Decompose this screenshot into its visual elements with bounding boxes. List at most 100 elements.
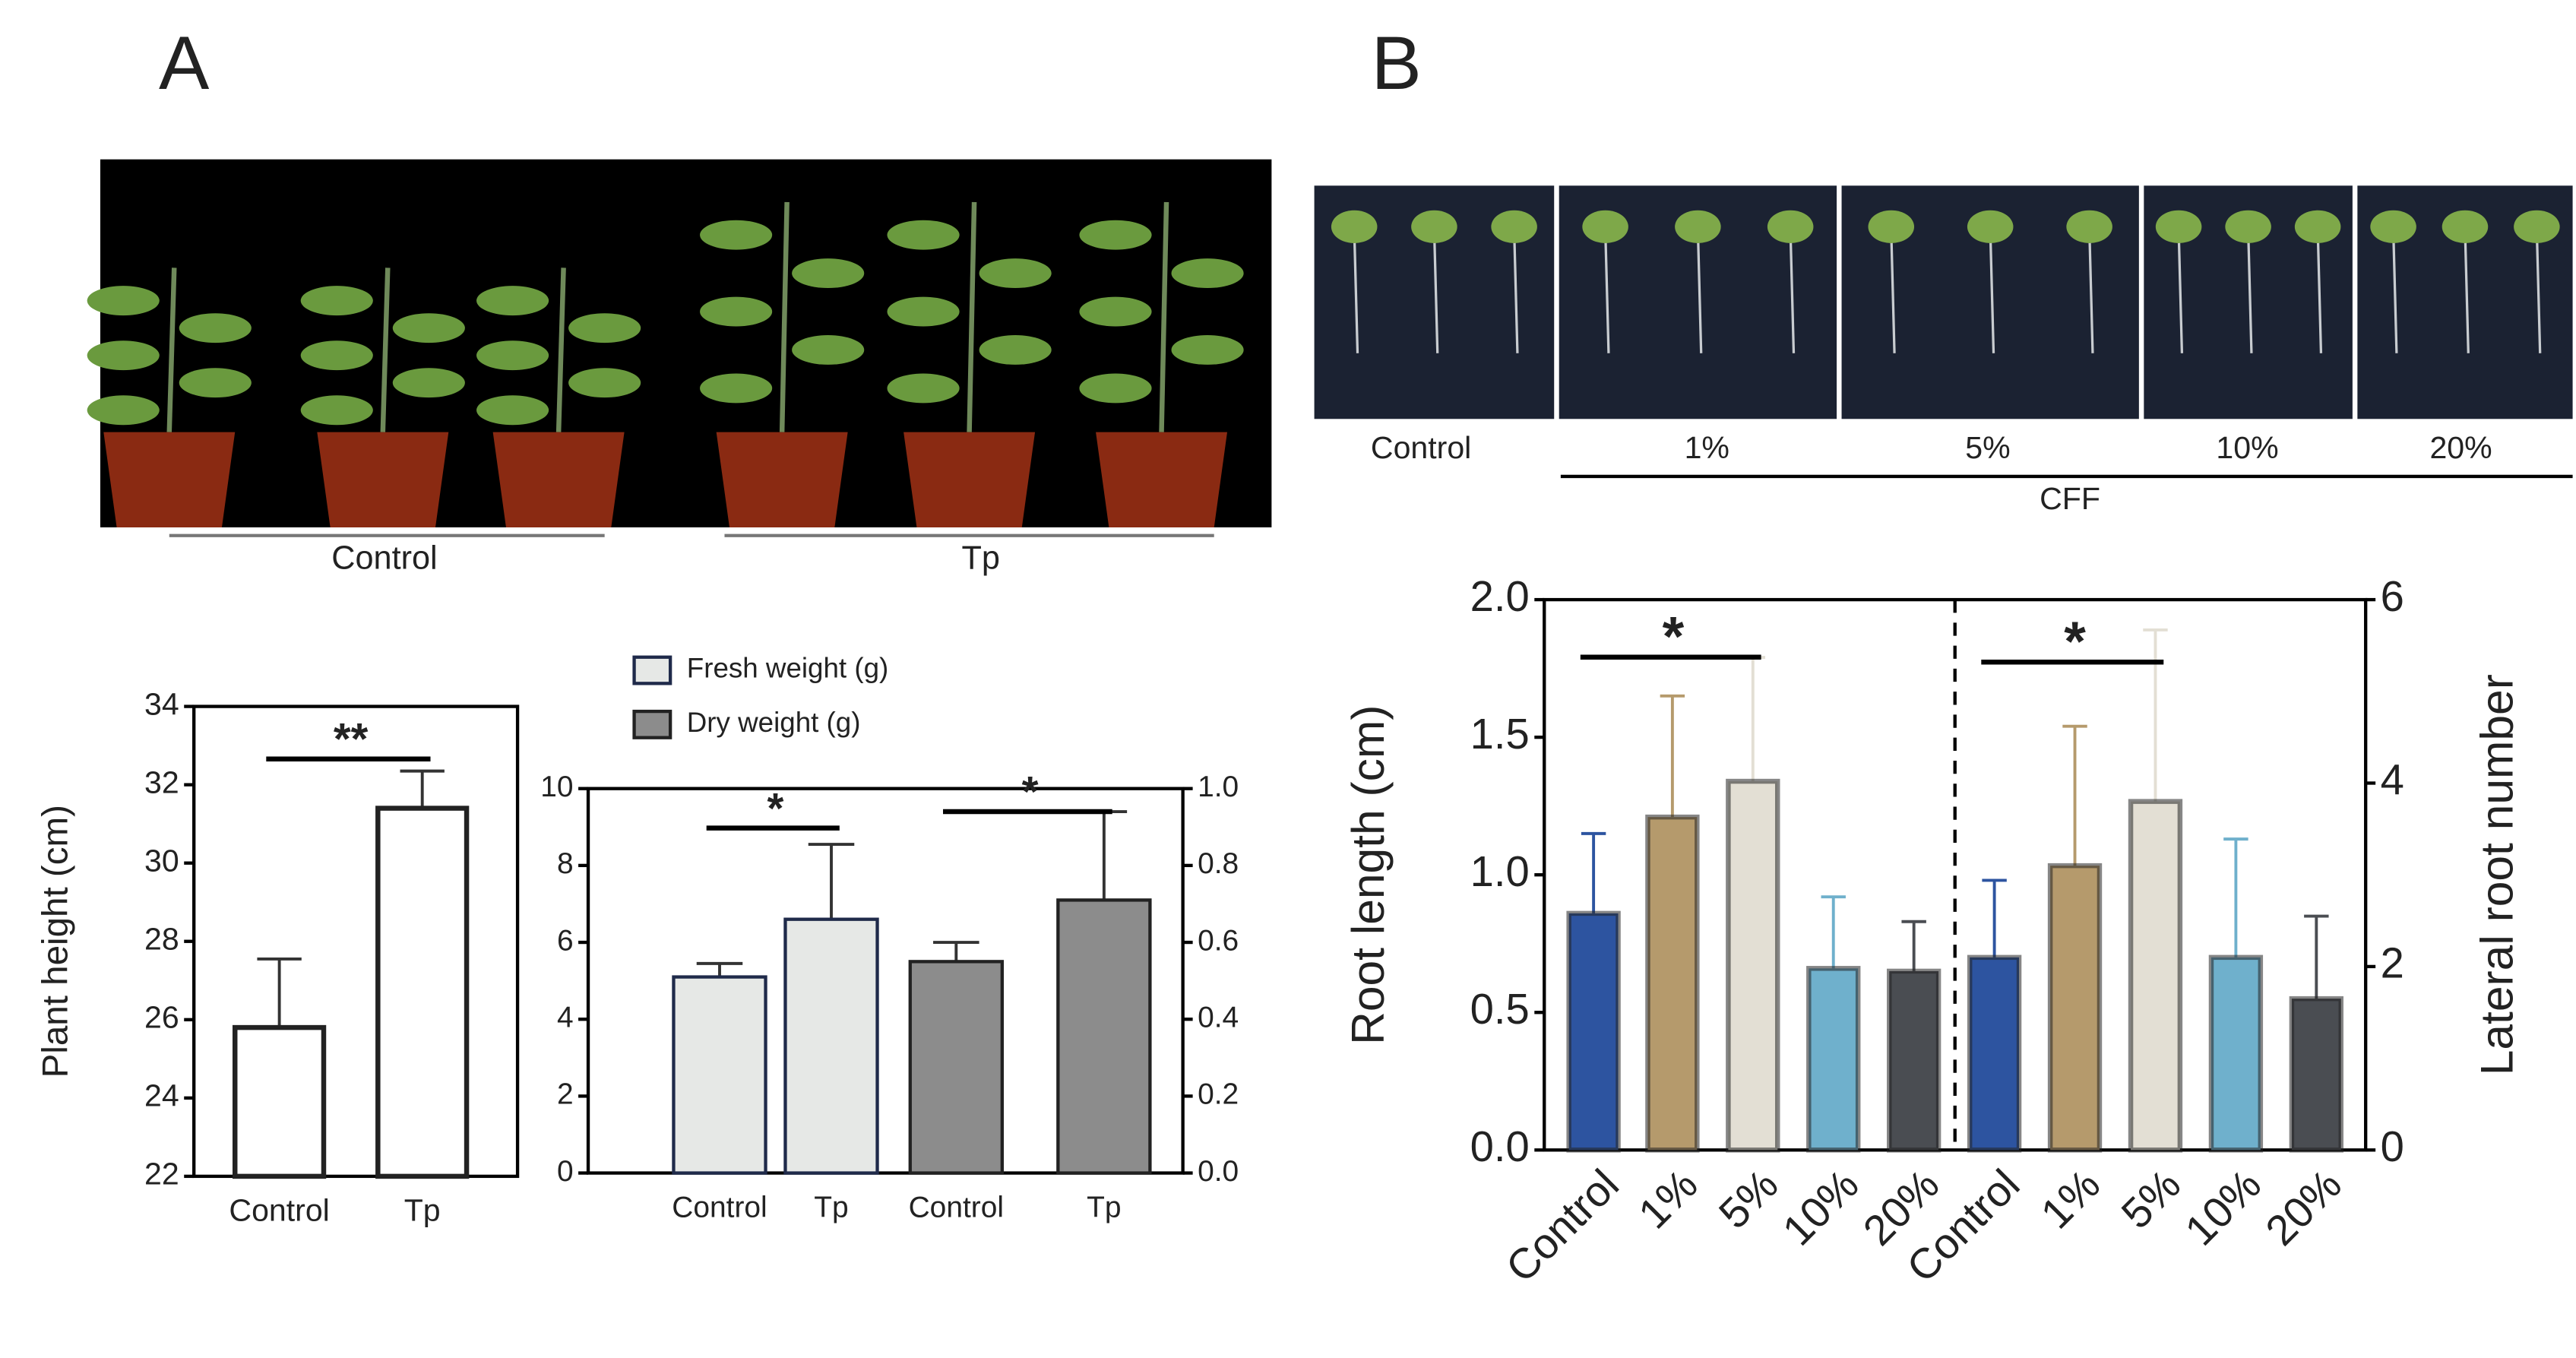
- pot: [716, 432, 848, 527]
- leaf: [1171, 335, 1244, 365]
- legend-swatch: [632, 655, 672, 685]
- cotyledon: [1767, 210, 1814, 243]
- bar: [908, 960, 1004, 1175]
- significance-label: *: [1663, 605, 1685, 668]
- x-tick-label: Control: [909, 1191, 1004, 1223]
- leaf: [392, 313, 465, 343]
- y-tick-label: 34: [144, 686, 179, 721]
- y-tick-label: 1.5: [1470, 710, 1530, 758]
- root: [2391, 229, 2398, 353]
- y-tick-label: 28: [144, 922, 179, 957]
- bar: [1645, 814, 1700, 1153]
- x-tick-label: 10%: [2176, 1160, 2270, 1255]
- x-tick-label: 1%: [2031, 1160, 2109, 1238]
- y2-tick-label: 0.6: [1198, 924, 1239, 957]
- leaf: [792, 258, 865, 289]
- cotyledon: [2370, 210, 2416, 243]
- cotyledon: [1582, 210, 1628, 243]
- photo-label: Tp: [962, 540, 1000, 577]
- photo-label: 10%: [2216, 430, 2278, 465]
- y-tick-label: 0: [557, 1155, 574, 1188]
- bar: [232, 1024, 327, 1179]
- panel-label: A: [159, 21, 210, 106]
- photo-label: CFF: [2040, 481, 2100, 516]
- leaf: [979, 258, 1052, 289]
- x-tick-label: Tp: [404, 1192, 441, 1227]
- pot: [1096, 432, 1228, 527]
- y-tick-label: 22: [144, 1157, 179, 1192]
- y-tick-label: 2: [557, 1078, 574, 1111]
- y2-tick-label: 0.0: [1198, 1155, 1239, 1188]
- leaf: [700, 220, 773, 250]
- root: [2177, 229, 2184, 353]
- y2-axis-label: Lateral root number: [2470, 674, 2522, 1075]
- y2-tick-label: 6: [2381, 572, 2404, 620]
- leaf: [568, 368, 641, 398]
- bar: [1887, 968, 1941, 1153]
- leaf: [792, 335, 865, 365]
- y-tick-label: 1.0: [1470, 847, 1530, 895]
- y2-tick-label: 4: [2381, 755, 2404, 803]
- x-tick-label: 1%: [1629, 1160, 1707, 1238]
- stem: [967, 201, 977, 432]
- leaf: [1079, 373, 1152, 404]
- y-tick-label: 10: [540, 771, 573, 803]
- bar: [783, 917, 879, 1175]
- leaf: [179, 368, 252, 398]
- bar: [2047, 863, 2103, 1153]
- photo-plants: [100, 159, 1272, 527]
- y-tick-label: 6: [557, 924, 574, 957]
- stem: [380, 267, 391, 432]
- root: [2246, 229, 2253, 353]
- bar: [2128, 799, 2183, 1153]
- root: [1432, 229, 1439, 353]
- leaf: [568, 313, 641, 343]
- leaf: [392, 368, 465, 398]
- pot: [492, 432, 625, 527]
- x-tick-label: 5%: [2112, 1160, 2189, 1238]
- y-tick-label: 0.0: [1470, 1122, 1530, 1170]
- stem: [779, 201, 790, 432]
- root: [1603, 229, 1610, 353]
- bar: [1806, 966, 1861, 1153]
- root: [2464, 229, 2470, 353]
- y2-tick-label: 1.0: [1198, 771, 1239, 803]
- y-axis-label: Plant height (cm): [35, 805, 75, 1078]
- photo-label: 5%: [1965, 430, 2010, 465]
- root: [1789, 229, 1796, 353]
- y-tick-label: 2.0: [1470, 572, 1530, 620]
- bar: [672, 975, 767, 1175]
- leaf: [476, 286, 549, 316]
- cotyledon: [2155, 210, 2202, 243]
- cotyledon: [2442, 210, 2489, 243]
- leaf: [700, 373, 773, 404]
- leaf: [300, 395, 373, 426]
- stem: [1159, 201, 1169, 432]
- x-tick-label: Tp: [814, 1191, 848, 1223]
- leaf: [700, 296, 773, 327]
- cotyledon: [2294, 210, 2341, 243]
- y-tick-label: 32: [144, 764, 179, 799]
- stem: [166, 267, 177, 432]
- leaf: [87, 340, 160, 371]
- x-tick-label: Tp: [1087, 1191, 1121, 1223]
- photo-label: Control: [1371, 430, 1471, 465]
- plot-frame: [586, 787, 1185, 1175]
- y-tick-label: 4: [557, 1002, 574, 1034]
- y-tick-label: 26: [144, 1000, 179, 1035]
- x-tick-label: 20%: [2256, 1160, 2350, 1255]
- legend-label: Dry weight (g): [687, 707, 861, 738]
- legend-swatch: [632, 709, 672, 739]
- y2-tick-label: 0.2: [1198, 1078, 1239, 1111]
- root: [2316, 229, 2323, 353]
- photo-label: Control: [331, 540, 437, 577]
- bar: [1056, 898, 1152, 1175]
- x-tick-label: Control: [229, 1192, 329, 1227]
- cotyledon: [1411, 210, 1457, 243]
- y-tick-label: 0.5: [1470, 985, 1530, 1033]
- x-tick-label: 10%: [1774, 1160, 1868, 1255]
- stem: [555, 267, 566, 432]
- cotyledon: [1967, 210, 2014, 243]
